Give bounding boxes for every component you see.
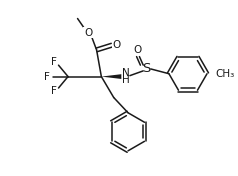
Text: H: H: [122, 75, 130, 85]
Text: O: O: [84, 28, 92, 38]
Text: CH₃: CH₃: [216, 69, 235, 79]
Text: F: F: [51, 57, 57, 67]
Polygon shape: [101, 74, 121, 79]
Text: N: N: [122, 68, 130, 78]
Text: F: F: [44, 72, 50, 81]
Text: F: F: [51, 86, 57, 96]
Text: O: O: [113, 40, 121, 50]
Text: S: S: [142, 62, 150, 76]
Text: O: O: [134, 45, 142, 55]
